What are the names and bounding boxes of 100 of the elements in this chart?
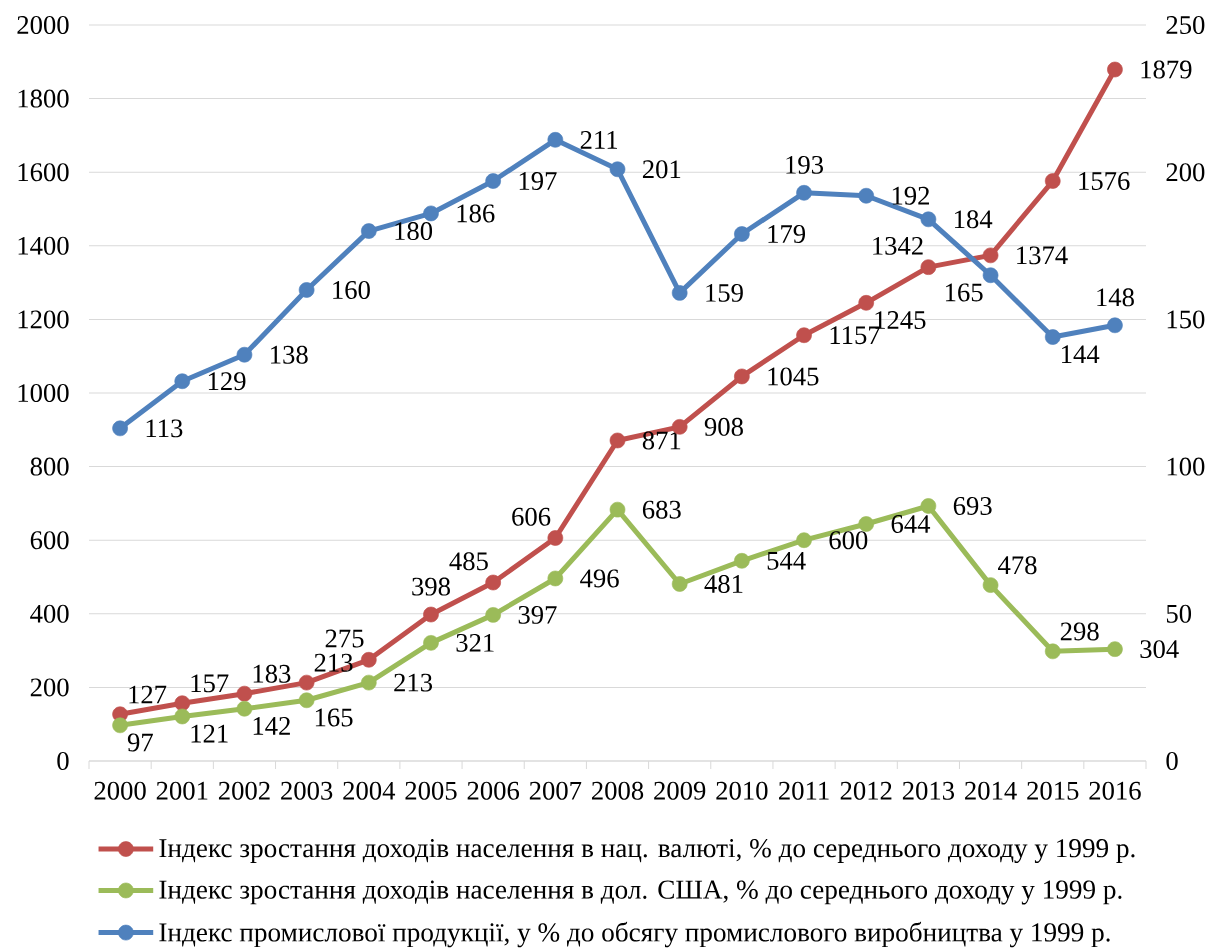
point bbox=[609, 161, 626, 178]
data-label: 908 bbox=[704, 417, 743, 436]
x-tick-label: 2004 bbox=[343, 781, 396, 800]
point bbox=[547, 570, 564, 587]
point bbox=[112, 420, 128, 437]
data-label: 600 bbox=[829, 531, 868, 550]
legend-label: Індекс промислової продукції, у % до обсягу промислового виробництва у 1999 р. bbox=[159, 921, 1110, 948]
point bbox=[796, 327, 812, 344]
y-tick-label: 0 bbox=[57, 752, 69, 770]
y2-tick-label: 250 bbox=[1166, 16, 1205, 34]
data-label: 1879 bbox=[1141, 60, 1192, 79]
x-tick-label: 2006 bbox=[467, 781, 520, 800]
data-label: 298 bbox=[1060, 622, 1099, 641]
point bbox=[236, 700, 253, 717]
point bbox=[609, 501, 626, 518]
x-tick-label: 2016 bbox=[1089, 781, 1141, 800]
point bbox=[547, 530, 564, 546]
y-tick-label: 1400 bbox=[18, 236, 69, 255]
x-tick-label: 2002 bbox=[218, 781, 270, 800]
point bbox=[236, 685, 253, 702]
point bbox=[485, 574, 501, 591]
data-label: 165 bbox=[315, 708, 353, 727]
data-label: 1045 bbox=[768, 367, 819, 386]
point bbox=[547, 132, 564, 148]
data-label: 1374 bbox=[1017, 246, 1068, 265]
point bbox=[734, 553, 750, 569]
data-label: 127 bbox=[129, 685, 167, 704]
point bbox=[609, 432, 626, 449]
x-tick-label: 2011 bbox=[779, 781, 829, 800]
x-tick-label: 2015 bbox=[1027, 781, 1079, 800]
data-label: 160 bbox=[333, 280, 370, 299]
x-tick-label: 2008 bbox=[592, 781, 644, 800]
point bbox=[796, 185, 812, 201]
point bbox=[920, 498, 937, 514]
point bbox=[796, 532, 812, 549]
y2-tick-label: 50 bbox=[1166, 604, 1192, 623]
point bbox=[174, 695, 191, 712]
data-label: 606 bbox=[512, 507, 551, 526]
data-label: 129 bbox=[208, 372, 246, 391]
point bbox=[858, 295, 875, 311]
data-label: 142 bbox=[253, 717, 290, 735]
point bbox=[1107, 317, 1123, 334]
point bbox=[423, 606, 439, 623]
data-label: 544 bbox=[767, 551, 806, 570]
y-tick-label: 1000 bbox=[18, 384, 69, 402]
data-label: 148 bbox=[1097, 288, 1134, 307]
data-label: 496 bbox=[580, 569, 619, 588]
y2-tick-label: 100 bbox=[1167, 457, 1205, 476]
data-label: 180 bbox=[395, 222, 433, 241]
y-tick-label: 800 bbox=[30, 457, 69, 476]
y-tick-label: 200 bbox=[30, 678, 69, 697]
point bbox=[174, 373, 191, 390]
data-label: 397 bbox=[518, 605, 557, 624]
data-label: 144 bbox=[1062, 345, 1100, 363]
legend-label: Індекс зростання доходів населення в нац. валюті, % до середнього доходу у 1999 р. bbox=[159, 839, 1135, 863]
y-tick-label: 600 bbox=[30, 531, 69, 550]
point bbox=[858, 187, 875, 204]
data-label: 644 bbox=[891, 515, 931, 533]
point bbox=[360, 674, 377, 691]
x-tick-label: 2003 bbox=[281, 781, 333, 800]
y2-tick-label: 0 bbox=[1166, 752, 1178, 770]
point bbox=[982, 247, 999, 264]
y2-tick-label: 200 bbox=[1166, 163, 1205, 182]
data-label: 197 bbox=[519, 172, 557, 190]
point bbox=[1044, 329, 1061, 345]
y2-tick-label: 150 bbox=[1167, 310, 1205, 329]
x-tick-label: 2007 bbox=[529, 781, 582, 800]
x-tick-label: 2001 bbox=[156, 781, 208, 800]
point bbox=[174, 708, 191, 725]
point bbox=[485, 173, 501, 189]
data-label: 1342 bbox=[873, 236, 923, 255]
data-label: 97 bbox=[127, 733, 153, 752]
data-label: 121 bbox=[191, 724, 228, 743]
data-label: 213 bbox=[314, 653, 353, 672]
x-tick-label: 2009 bbox=[654, 781, 706, 800]
data-label: 871 bbox=[642, 431, 681, 450]
point bbox=[361, 223, 377, 239]
data-label: 478 bbox=[998, 556, 1037, 575]
point bbox=[920, 259, 937, 275]
point bbox=[858, 516, 875, 532]
data-label: 113 bbox=[146, 419, 183, 438]
x-tick-label: 2010 bbox=[716, 781, 768, 800]
data-label: 481 bbox=[704, 575, 743, 593]
x-tick-label: 2012 bbox=[840, 781, 892, 800]
point bbox=[298, 692, 315, 709]
data-label: 138 bbox=[271, 345, 308, 364]
point bbox=[1107, 641, 1123, 657]
point bbox=[734, 226, 750, 242]
x-tick-label: 2014 bbox=[965, 781, 1017, 800]
y-tick-label: 400 bbox=[30, 604, 69, 623]
point bbox=[423, 205, 439, 222]
x-tick-label: 2005 bbox=[405, 781, 457, 800]
data-label: 186 bbox=[457, 204, 495, 223]
y-tick-label: 1800 bbox=[18, 89, 69, 108]
point bbox=[671, 285, 688, 301]
point bbox=[734, 368, 750, 385]
data-label: 211 bbox=[580, 131, 618, 149]
data-label: 213 bbox=[394, 673, 433, 692]
legend-label: Індекс зростання доходів населення в дол. США, % до середнього доходу у 1999 р. bbox=[159, 880, 1122, 905]
x-tick-label: 2000 bbox=[94, 781, 146, 800]
